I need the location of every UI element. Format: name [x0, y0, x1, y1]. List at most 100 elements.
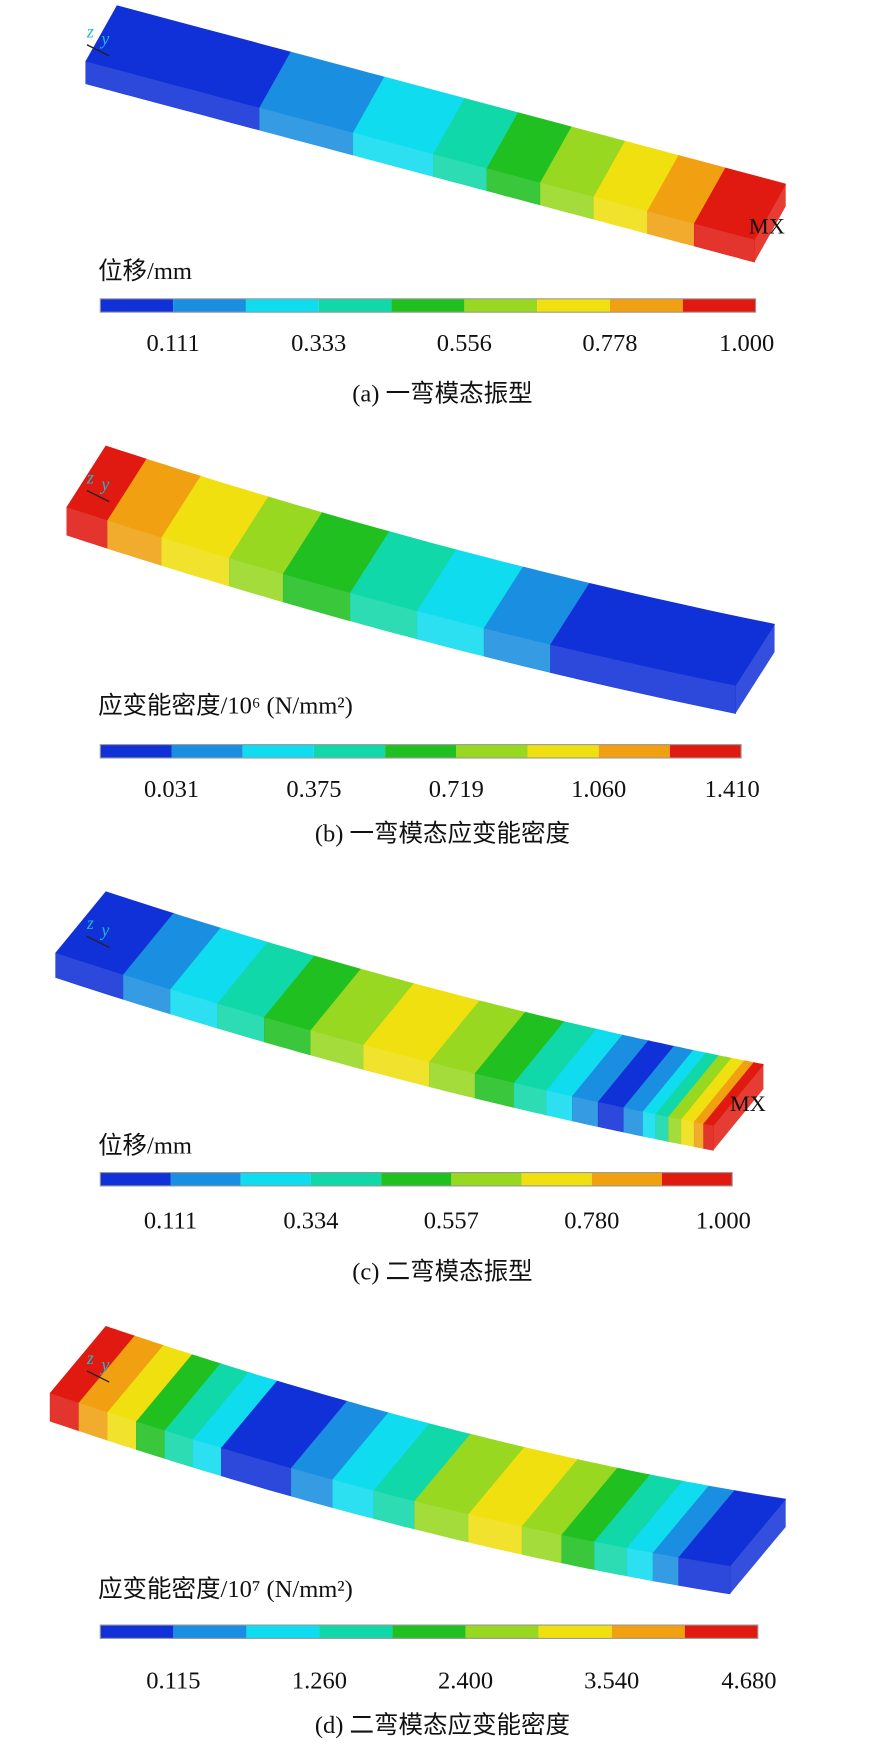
legend-swatch — [385, 744, 457, 758]
beam-side-shade — [678, 1557, 730, 1594]
beam-side-shade — [55, 953, 124, 1000]
beam-side-shade — [50, 1393, 80, 1431]
legend-tick-label: 2.400 — [438, 1668, 493, 1695]
beam-end — [754, 184, 786, 263]
triad-label: z — [86, 22, 94, 42]
legend-swatch — [682, 298, 756, 313]
legend-tick-label: 0.780 — [564, 1207, 619, 1234]
beam-side-shade — [598, 1102, 624, 1133]
legend-tick-label: 0.719 — [429, 776, 484, 803]
legend-tick-label: 1.410 — [705, 776, 760, 803]
beam-side-shade — [291, 1468, 333, 1508]
legend-swatch — [310, 1172, 382, 1186]
beam-side-shade — [107, 1412, 137, 1450]
legend-swatch — [464, 298, 538, 313]
beam-side-shade — [653, 1552, 679, 1586]
legend-swatch — [456, 744, 528, 758]
beam-side-shade — [572, 1096, 599, 1127]
legend-tick-label: 0.556 — [437, 330, 492, 357]
legend-swatch — [173, 1625, 247, 1639]
legend-tick-label: 1.000 — [696, 1207, 751, 1234]
legend-tick-label: 1.060 — [571, 776, 626, 803]
triad-axis — [86, 1370, 110, 1383]
legend-tick-label: 1.260 — [292, 1668, 347, 1695]
max-label: MX — [749, 214, 785, 239]
legend-swatch — [609, 298, 683, 313]
legend-swatch — [319, 1625, 393, 1639]
legend-border — [99, 744, 742, 759]
beam-side-shade — [433, 154, 488, 191]
legend-tick-label: 0.333 — [291, 330, 346, 357]
triad-label: z — [86, 1348, 94, 1368]
legend-tick-label: 0.115 — [146, 1668, 200, 1695]
beam-side-shade — [66, 507, 108, 549]
beam-side-shade — [694, 1122, 704, 1149]
legend-swatch — [240, 1172, 311, 1186]
beam-side-shade — [594, 1541, 628, 1576]
beam-side-shade — [283, 573, 351, 621]
legend-tick-label: 0.111 — [144, 1207, 197, 1234]
legend-swatch — [100, 298, 174, 313]
beam-side-shade — [540, 182, 595, 220]
legend-swatch — [170, 1172, 241, 1186]
beam-side-shade — [229, 558, 284, 602]
legend-swatch — [242, 744, 314, 758]
triad-label: y — [99, 474, 109, 494]
legend-swatch — [538, 1625, 612, 1639]
triad-axis — [86, 44, 110, 57]
legend-swatch — [661, 1172, 733, 1186]
beam-side-shade — [522, 1526, 562, 1563]
beam-side-shade — [107, 520, 162, 566]
beam-side-shade — [643, 1111, 656, 1139]
legend-tick-label: 3.540 — [584, 1668, 639, 1695]
caption: (c) 二弯模态振型 — [352, 1258, 532, 1286]
beam — [66, 445, 776, 714]
legend-border — [99, 298, 757, 313]
legend-tick-label: 0.375 — [286, 776, 341, 803]
legend-swatch — [684, 1625, 758, 1639]
legend-swatch — [246, 1625, 320, 1639]
beam-side-shade — [487, 168, 541, 205]
beam-side-shade — [353, 132, 434, 177]
legend-swatch — [100, 1625, 174, 1639]
triad-label: y — [99, 1355, 109, 1375]
beam-side-shade — [546, 1090, 573, 1121]
beam — [49, 1325, 787, 1595]
beam-side-shade — [514, 1082, 547, 1116]
beam-side-shade — [193, 1439, 222, 1476]
legend-title: 应变能密度/10⁶ (N/mm²) — [98, 691, 353, 719]
legend-title: 位移/mm — [98, 257, 192, 285]
legend-tick-label: 4.680 — [721, 1668, 776, 1695]
triad-label: y — [99, 920, 109, 940]
triad-axis — [86, 489, 110, 503]
beam-side-shade — [221, 1447, 292, 1497]
legend-swatch — [611, 1625, 685, 1639]
legend-swatch — [318, 298, 392, 313]
legend-tick-label: 1.000 — [719, 330, 774, 357]
legend-tick-label: 0.111 — [146, 330, 199, 357]
beam-side-shade — [259, 107, 354, 156]
legend-swatch — [537, 298, 610, 313]
beam-side-shade — [373, 1490, 415, 1529]
beam-side-shade — [164, 1430, 194, 1468]
beam-side-shade — [417, 611, 485, 657]
legend-swatch — [313, 744, 386, 758]
beam-side-shade — [703, 1123, 714, 1151]
legend-tick-label: 0.334 — [283, 1207, 338, 1234]
legend-tick-label: 0.031 — [144, 776, 199, 803]
beam — [55, 891, 765, 1151]
beam-side-shade — [264, 1017, 311, 1055]
legend-swatch — [465, 1625, 539, 1639]
legend-swatch — [598, 744, 670, 758]
beam-side-shade — [561, 1534, 595, 1570]
beam-end — [729, 1499, 786, 1594]
beam-side-shade — [484, 628, 551, 673]
beam-side-shade — [332, 1479, 374, 1519]
legend-title: 位移/mm — [98, 1132, 192, 1160]
triad-axis — [86, 935, 110, 949]
beam-side-shade — [123, 974, 171, 1014]
legend-tick-label: 0.557 — [424, 1207, 479, 1234]
beam-side-shade — [161, 537, 230, 587]
beam-side-shade — [363, 1044, 430, 1087]
